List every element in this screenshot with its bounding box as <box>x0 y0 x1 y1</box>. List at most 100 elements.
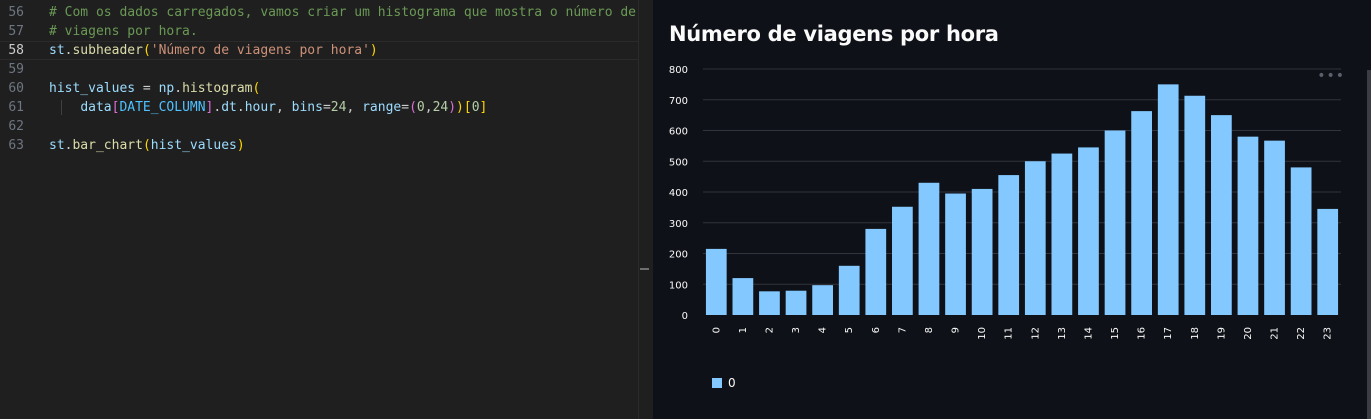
bar <box>1290 167 1312 315</box>
x-tick-label: 14 <box>1083 327 1094 340</box>
bar <box>785 290 807 315</box>
bar <box>1024 161 1046 315</box>
code-token: . <box>64 138 73 153</box>
code-token: ) <box>456 100 464 115</box>
code-line[interactable]: 62 <box>0 117 638 136</box>
bar <box>1051 153 1073 315</box>
code-token: st <box>49 138 65 153</box>
line-number: 63 <box>8 138 24 153</box>
code-token: hour <box>244 100 276 115</box>
code-token: [ <box>111 100 120 115</box>
bar <box>918 182 940 315</box>
y-tick-label: 200 <box>669 250 688 261</box>
code-token: bar_chart <box>72 138 143 153</box>
code-token: histogram <box>182 81 253 96</box>
code-editor[interactable]: 56 # Com os dados carregados, vamos criar… <box>0 0 638 419</box>
y-tick-label: 400 <box>669 188 688 199</box>
x-tick-label: 7 <box>897 327 908 333</box>
code-text: # viagens por hora. <box>49 22 198 41</box>
x-tick-label: 6 <box>871 327 882 333</box>
line-number: 60 <box>8 81 24 96</box>
code-line[interactable]: 58 st.subheader('Número de viagens por ho… <box>0 41 638 60</box>
y-tick-label: 700 <box>669 96 688 107</box>
x-tick-label: 1 <box>738 327 749 333</box>
code-token: st <box>49 43 65 58</box>
x-tick-label: 8 <box>924 327 935 333</box>
code-token: 24 <box>330 100 347 115</box>
bar <box>1104 130 1126 315</box>
line-number: 58 <box>8 43 24 58</box>
bar <box>732 278 754 315</box>
code-token: , <box>276 100 292 115</box>
code-line[interactable]: 61 data[DATE_COLUMN].dt.hour, bins=24, r… <box>0 98 638 117</box>
bar-chart[interactable]: ••• 0 100 200 300 400 500 600 700 800 0 1 2 3 4 5 6 7 8 9 1… <box>653 60 1371 419</box>
code-token: hist_values <box>49 81 136 96</box>
code-token: ] <box>205 100 214 115</box>
code-token: 'Número de viagens por hora' <box>150 43 370 58</box>
legend-label: 0 <box>728 376 736 390</box>
code-token: , <box>346 100 363 115</box>
legend-swatch <box>712 378 722 388</box>
code-token: . <box>64 43 73 58</box>
code-line[interactable]: 60 hist_values = np.histogram( <box>0 79 638 98</box>
x-tick-label: 19 <box>1216 327 1227 340</box>
x-tick-label: 13 <box>1057 327 1068 340</box>
page-subheader: Número de viagens por hora <box>669 22 999 46</box>
code-line[interactable]: 57 # viagens por hora. <box>0 22 638 41</box>
code-text: st.bar_chart(hist_values) <box>49 136 245 155</box>
pane-splitter[interactable] <box>638 0 653 419</box>
code-token: = <box>322 100 331 115</box>
code-token: ( <box>409 100 417 115</box>
line-number: 57 <box>8 24 24 39</box>
code-line[interactable]: 59 <box>0 60 638 79</box>
code-token: data <box>80 100 112 115</box>
bar <box>971 188 993 315</box>
code-line[interactable]: 56 # Com os dados carregados, vamos criar… <box>0 3 638 22</box>
bar <box>1078 147 1099 315</box>
code-token: range <box>362 100 402 115</box>
bar <box>1317 208 1339 315</box>
code-line[interactable]: 63 st.bar_chart(hist_values) <box>0 136 638 155</box>
y-tick-label: 0 <box>682 311 688 322</box>
preview-scrollbar[interactable] <box>1367 70 1371 419</box>
code-token: = <box>135 81 159 96</box>
x-tick-label: 3 <box>791 327 802 333</box>
bar <box>705 248 727 315</box>
chart-legend: 0 <box>712 376 736 390</box>
line-number: 56 <box>8 5 24 20</box>
app-preview: Número de viagens por hora ••• 0 1 0 0 200 30… <box>653 0 1371 419</box>
code-token: # viagens por hora. <box>49 24 198 39</box>
code-token: ) <box>236 138 245 153</box>
bar <box>1157 84 1179 315</box>
y-tick-label: 300 <box>669 219 688 230</box>
splitter-handle-icon[interactable] <box>640 268 649 270</box>
code-text: hist_values = np.histogram( <box>49 79 260 98</box>
bar <box>1184 95 1206 315</box>
x-tick-label: 23 <box>1323 327 1334 340</box>
code-text: st.subheader('Número de viagens por hora… <box>49 42 378 59</box>
bar <box>865 228 887 315</box>
code-token: dt <box>221 100 237 115</box>
code-token: hist_values <box>150 138 237 153</box>
x-tick-label: 21 <box>1270 327 1281 340</box>
code-token <box>49 100 80 115</box>
code-token: # Com os dados carregados, vamos criar u… <box>49 5 636 20</box>
x-tick-label: 9 <box>951 327 962 333</box>
code-token: [ <box>463 100 472 115</box>
code-token: = <box>401 100 410 115</box>
x-tick-label: 4 <box>818 327 829 333</box>
bar <box>812 285 833 315</box>
y-tick-label: 800 <box>669 65 688 76</box>
bar <box>998 175 1020 315</box>
x-tick-label: 0 <box>711 327 722 333</box>
code-token: , <box>424 100 433 115</box>
bar <box>838 265 860 315</box>
code-token: ) <box>369 43 378 58</box>
x-tick-label: 12 <box>1030 327 1041 340</box>
x-tick-label: 22 <box>1296 327 1307 340</box>
code-token: ( <box>142 43 151 58</box>
more-horizontal-icon[interactable]: ••• <box>1317 68 1345 84</box>
line-number: 59 <box>8 62 24 77</box>
